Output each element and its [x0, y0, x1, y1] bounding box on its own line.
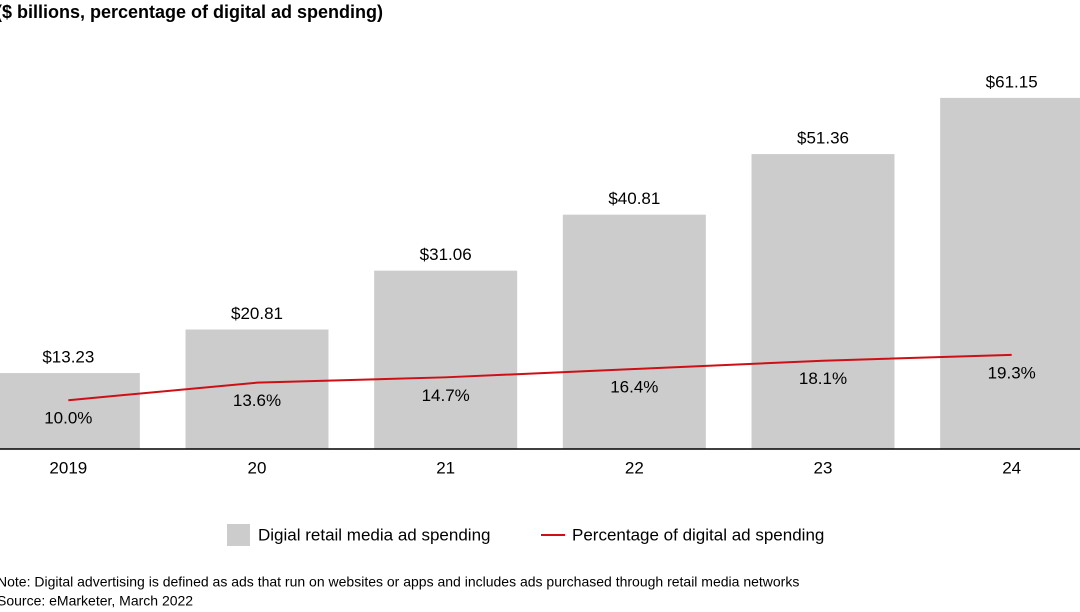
x-tick-label: 21: [436, 458, 455, 477]
chart-subtitle: ($ billions, percentage of digital ad sp…: [0, 2, 383, 22]
bar-value-label: $51.36: [797, 129, 849, 148]
bar: [940, 97, 1080, 449]
bar: [751, 154, 895, 450]
line-value-label: 10.0%: [44, 409, 92, 428]
line-value-label: 16.4%: [610, 378, 658, 397]
bar: [0, 373, 140, 449]
x-tick-label: 24: [1002, 458, 1021, 477]
x-tick-label: 22: [625, 458, 644, 477]
bar: [562, 214, 706, 449]
legend-label: Digial retail media ad spending: [258, 525, 490, 544]
note: Note: Digital advertising is defined as …: [0, 574, 799, 590]
line: [68, 353, 1012, 402]
line-value-label: 18.1%: [799, 369, 847, 388]
source: Source: eMarketer, March 2022: [0, 593, 193, 609]
x-tick-label: 23: [814, 458, 833, 477]
bar-value-label: $61.15: [986, 72, 1038, 91]
bar-value-label: $20.81: [231, 304, 283, 323]
bar-value-label: $40.81: [608, 189, 660, 208]
line-value-label: 14.7%: [422, 386, 470, 405]
x-tick-label: 20: [248, 458, 267, 477]
bar-value-label: $31.06: [420, 245, 472, 264]
line-value-label: 13.6%: [233, 391, 281, 410]
bar: [185, 329, 329, 449]
x-tick-label: 2019: [49, 458, 87, 477]
line-value-label: 19.3%: [988, 363, 1036, 382]
legend-label: Percentage of digital ad spending: [572, 525, 824, 544]
bar: [374, 270, 518, 449]
legend-swatch: [227, 524, 250, 546]
bar-value-label: $13.23: [42, 348, 94, 367]
